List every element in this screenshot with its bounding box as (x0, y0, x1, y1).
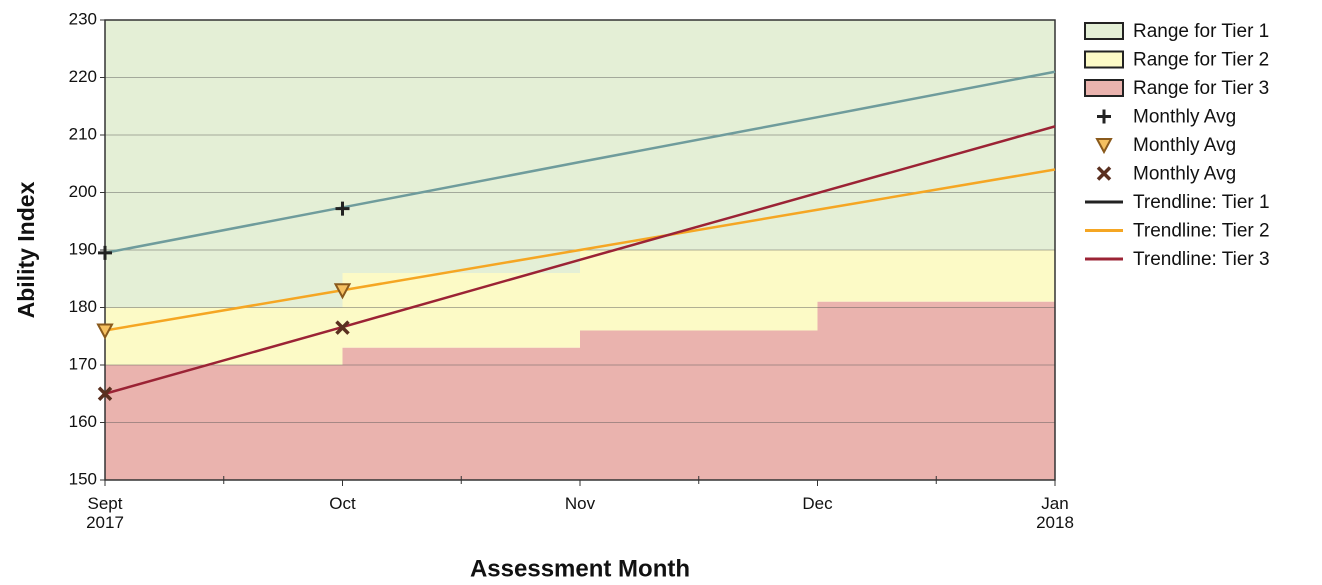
range-band (342, 273, 580, 348)
trendline (104, 70, 1056, 255)
y-axis-title: Ability Index (13, 181, 39, 318)
y-tick-label: 230 (69, 9, 97, 28)
y-tick-label: 220 (69, 67, 97, 86)
y-tick-label: 160 (69, 412, 97, 431)
marker (335, 320, 350, 335)
legend-marker (1097, 109, 1111, 124)
legend-label: Monthly Avg (1133, 107, 1236, 128)
y-tick-label: 170 (69, 354, 97, 373)
legend-label: Trendline: Tier 2 (1133, 221, 1270, 242)
range-band (105, 307, 343, 365)
range-band (580, 20, 818, 250)
x-tick-label: Nov (564, 494, 596, 513)
y-tick-label: 150 (69, 469, 97, 488)
x-tick-label: Oct (329, 494, 356, 513)
legend-label: Trendline: Tier 1 (1133, 192, 1270, 213)
range-band (817, 301, 1055, 480)
legend-label: Monthly Avg (1133, 164, 1236, 185)
marker (97, 386, 113, 401)
range-band (817, 20, 1055, 250)
range-band (105, 365, 343, 480)
legend-swatch (1084, 50, 1124, 69)
y-tick-label: 180 (69, 297, 97, 316)
y-tick-label: 210 (69, 124, 97, 143)
x-axis-title: Assessment Month (470, 555, 690, 582)
x-tick-label: Sept 2017 (86, 494, 124, 532)
y-tick-label: 200 (69, 182, 97, 201)
legend-marker (1096, 166, 1112, 181)
range-band (105, 20, 343, 308)
x-tick-label: Jan 2018 (1036, 494, 1074, 532)
legend-marker (1095, 138, 1113, 155)
legend-label: Range for Tier 1 (1133, 21, 1269, 42)
legend-label: Monthly Avg (1133, 135, 1236, 156)
trendline (104, 125, 1056, 395)
marker (335, 201, 350, 216)
legend-swatch (1084, 79, 1124, 97)
range-band (580, 250, 818, 331)
trendline (104, 168, 1056, 332)
legend-label: Trendline: Tier 3 (1133, 249, 1270, 270)
marker (98, 245, 112, 260)
y-tick-label: 190 (69, 239, 97, 258)
marker (96, 323, 114, 340)
legend-label: Range for Tier 3 (1133, 78, 1269, 99)
x-tick-label: Dec (802, 494, 833, 513)
legend-label: Range for Tier 2 (1133, 50, 1269, 71)
range-band (342, 347, 580, 480)
legend-swatch (1084, 22, 1124, 40)
marker (333, 283, 352, 300)
range-band (342, 20, 580, 273)
range-band (580, 330, 818, 480)
range-band (817, 250, 1055, 302)
